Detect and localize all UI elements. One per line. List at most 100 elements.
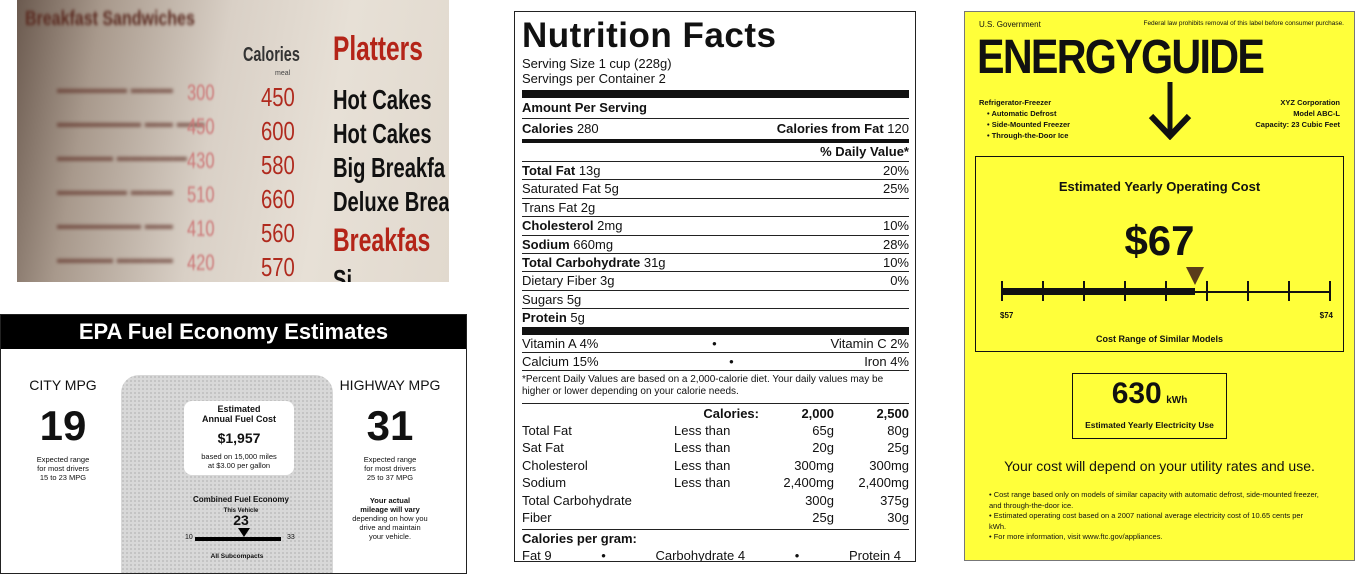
fine-print-text: Cost range based only on models of simil… xyxy=(989,490,1319,510)
mineral-row: Calcium 15% • Iron 4% xyxy=(522,351,909,370)
annual-fuel-cost-box: Estimated Annual Fuel Cost $1,957 based … xyxy=(184,401,294,475)
removal-warning: Federal law prohibits removal of this la… xyxy=(1143,20,1344,27)
nutrient-row: Dietary Fiber 3g 0% xyxy=(522,271,909,289)
note-line: drive and maintain xyxy=(359,523,421,532)
cost-range-fill xyxy=(1002,288,1195,295)
nutrient-daily-value: 10% xyxy=(882,218,909,234)
cost-title: Estimated xyxy=(217,404,261,414)
note-line: Expected range xyxy=(36,455,90,464)
kwh-row: 630 kWh xyxy=(1073,378,1226,417)
model-number: Model ABC-L xyxy=(1293,109,1340,118)
faded-calorie: 300 xyxy=(187,80,215,105)
fine-print-item: • Estimated operating cost based on a 20… xyxy=(989,511,1304,531)
table-cell: 375g xyxy=(880,492,909,508)
table-cell: Cholesterol xyxy=(522,457,588,473)
note-line: 15 to 23 MPG xyxy=(39,473,87,482)
dv-header: % Daily Value* xyxy=(820,144,909,159)
calorie-value: 450 xyxy=(261,82,295,112)
vehicle-class: All Subcompacts xyxy=(210,553,264,560)
nutrient-amount: 2mg xyxy=(597,218,623,234)
nutrient-row: Saturated Fat 5g 25% xyxy=(522,179,909,197)
nutrient-name: Total Carbohydrate 31g xyxy=(522,254,666,271)
protein-per-gram: Protein 4 xyxy=(848,547,901,562)
calories-column-header: Calories xyxy=(243,44,300,66)
table-cell: 25g xyxy=(887,440,909,456)
nutrition-title: Nutrition Facts xyxy=(522,16,777,55)
nutrient-label: Sodium xyxy=(522,236,570,252)
daily-values-table: Calories: 2,000 2,500 Total Fat Less than 65g… xyxy=(522,402,909,527)
fine-print-text: For more information, visit www.ftc.gov/… xyxy=(993,532,1163,541)
menu-item: Si xyxy=(333,264,353,282)
fine-print-text: Estimated operating cost based on a 2007… xyxy=(989,511,1304,531)
city-mpg-block: CITY MPG 19 Expected range for most driv… xyxy=(23,377,103,482)
note-line: for most drivers xyxy=(37,464,89,473)
calories-fat-value: 120 xyxy=(887,121,909,136)
faded-calorie: 410 xyxy=(187,216,215,241)
fine-print-item: • For more information, visit www.ftc.go… xyxy=(989,532,1163,541)
table-cell: Fiber xyxy=(522,510,552,526)
note-line: 25 to 37 MPG xyxy=(366,473,414,482)
table-header-cell: 2,000 xyxy=(801,405,834,421)
table-cell: Sodium xyxy=(522,475,567,491)
note-line: Expected range xyxy=(363,455,417,464)
calorie-value: 580 xyxy=(261,150,295,180)
feature-item: • Through-the-Door Ice xyxy=(987,131,1069,140)
nutrient-amount: 660mg xyxy=(573,236,614,252)
calories-fat-label: Calories from Fat xyxy=(776,121,884,136)
cost-range-scale xyxy=(1001,267,1331,301)
calorie-value: 570 xyxy=(261,252,295,282)
combined-mpg-value: 23 xyxy=(233,512,249,528)
menu-item: Hot Cakes xyxy=(333,118,432,149)
nutrient-name: Dietary Fiber 3g xyxy=(522,272,615,289)
nutrient-row: Total Fat 13g 20% xyxy=(522,161,909,179)
calories-value: 280 xyxy=(576,121,599,136)
iron: Iron 4% xyxy=(864,353,909,369)
nutrition-facts-label: Nutrition Facts Serving Size 1 cup (228g… xyxy=(514,11,916,562)
kwh-label: Estimated Yearly Electricity Use xyxy=(1085,420,1214,430)
feature-text: Side-Mounted Freezer xyxy=(991,120,1071,129)
energyguide-logo: ENERGYGUIDE xyxy=(977,31,1265,84)
faded-calorie: 450 xyxy=(187,114,215,139)
faded-calorie: 430 xyxy=(187,148,215,173)
nutrient-daily-value: 28% xyxy=(882,236,909,252)
nutrient-label: Cholesterol xyxy=(522,218,594,234)
table-cell: 20g xyxy=(812,440,834,456)
city-mpg-value: 19 xyxy=(39,402,87,449)
scale-tick xyxy=(1247,281,1249,301)
combined-fuel-block: Combined Fuel Economy This Vehicle 23 xyxy=(171,495,311,527)
calcium: Calcium 15% xyxy=(522,353,599,369)
scale-max: 33 xyxy=(287,534,295,541)
nutrient-label: Total Carbohydrate xyxy=(522,255,641,271)
table-cell: Sat Fat xyxy=(522,440,564,456)
table-cell: 30g xyxy=(887,510,909,526)
nutrient-name: Sugars 5g xyxy=(522,291,581,308)
nutrient-amount: 5g xyxy=(604,181,619,197)
bullet: • xyxy=(601,547,606,562)
menu-blur-line: ▬▬▬▬ ▬▬▬▬▬ xyxy=(57,148,187,164)
manufacturer: XYZ Corporation xyxy=(1280,98,1340,107)
nutrient-daily-value: 20% xyxy=(882,163,909,178)
menu-item: Breakfas xyxy=(333,222,431,258)
energy-guide-label: U.S. Government Federal law prohibits re… xyxy=(964,11,1355,561)
kwh-value: 630 xyxy=(1111,377,1162,410)
amount-label: Amount Per Serving xyxy=(522,100,647,115)
feature-text: Through-the-Door Ice xyxy=(991,131,1069,140)
fine-print: • Cost range based only on models of sim… xyxy=(989,490,1319,543)
nutrient-row: Cholesterol 2mg 10% xyxy=(522,216,909,234)
table-cell: 300mg xyxy=(794,457,834,473)
nutrient-row: Sugars 5g xyxy=(522,289,909,308)
table-cell: Less than xyxy=(674,457,731,473)
nutrient-daily-value: 25% xyxy=(882,181,909,197)
nutrient-name: Cholesterol 2mg xyxy=(522,217,622,234)
scale-tick xyxy=(1083,281,1085,301)
epa-fuel-label: EPA Fuel Economy Estimates CITY MPG 19 E… xyxy=(0,314,467,574)
nutrient-row: Total Carbohydrate 31g 10% xyxy=(522,253,909,271)
bullet: • xyxy=(729,353,734,369)
nutrient-label: Total Fat xyxy=(522,163,576,178)
table-cell: Total Carbohydrate xyxy=(522,492,632,508)
table-cell: Less than xyxy=(674,475,731,491)
nutrient-amount: 13g xyxy=(578,163,601,178)
scale-tick xyxy=(1165,281,1167,301)
note-line: depending on how you xyxy=(352,514,428,523)
us-government: U.S. Government xyxy=(979,20,1041,29)
